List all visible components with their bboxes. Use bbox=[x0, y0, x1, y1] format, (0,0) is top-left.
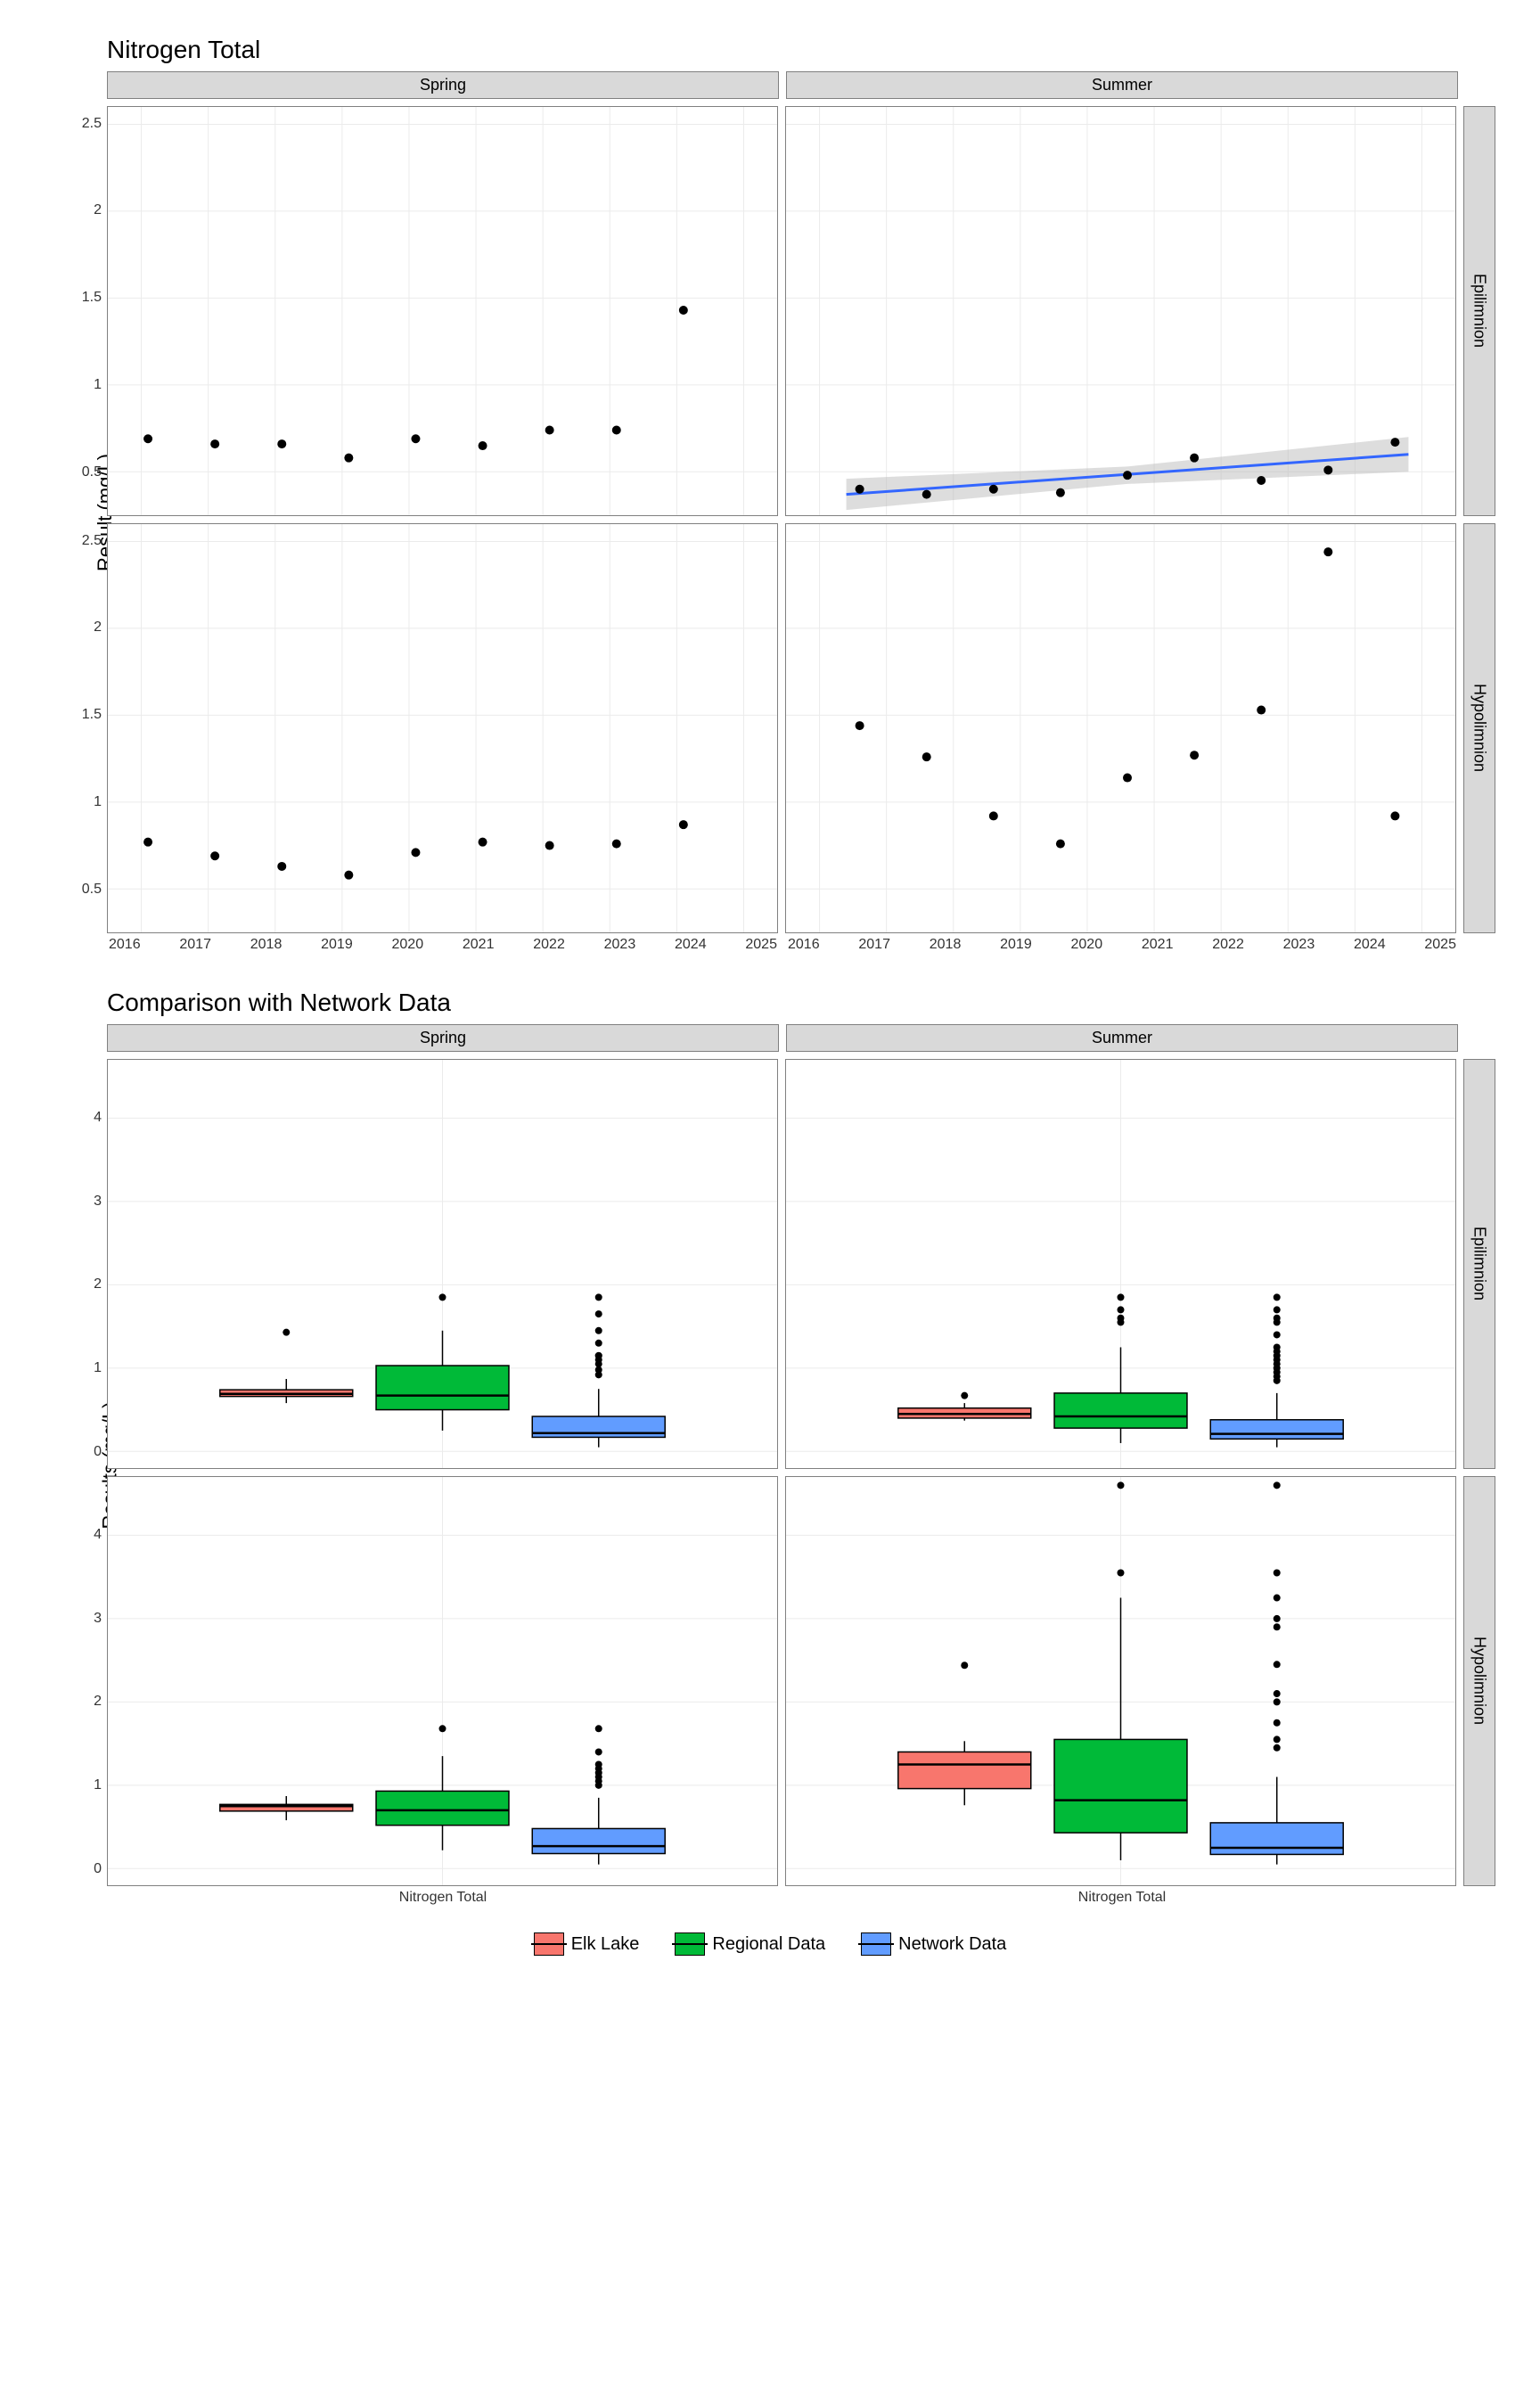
legend-regional: Regional Data bbox=[675, 1932, 825, 1956]
chart1-title: Nitrogen Total bbox=[107, 36, 1504, 64]
chart1-panel-spring-hypo bbox=[107, 523, 778, 933]
chart2-row-strip-epi: Epilimnion bbox=[1463, 1059, 1495, 1469]
chart2-title: Comparison with Network Data bbox=[107, 989, 1504, 1017]
chart1-panel-summer-epi bbox=[785, 106, 1456, 516]
chart2-panel-spring-epi bbox=[107, 1059, 778, 1469]
chart2-panel-spring-hypo bbox=[107, 1476, 778, 1886]
legend: Elk Lake Regional Data Network Data bbox=[36, 1932, 1504, 1956]
chart1-panel-spring-epi bbox=[107, 106, 778, 516]
chart1-row-strip-hypo: Hypolimnion bbox=[1463, 523, 1495, 933]
comparison-chart: Comparison with Network Data Results (mg… bbox=[36, 989, 1504, 1956]
chart1-col-strip-summer: Summer bbox=[786, 71, 1458, 99]
chart2-xcat1: Nitrogen Total bbox=[107, 1890, 779, 1906]
chart1-row-strip-epi: Epilimnion bbox=[1463, 106, 1495, 516]
chart2-col-strip-spring: Spring bbox=[107, 1024, 779, 1052]
legend-elk: Elk Lake bbox=[534, 1932, 640, 1956]
chart2-col-strip-summer: Summer bbox=[786, 1024, 1458, 1052]
chart1-col-strip-spring: Spring bbox=[107, 71, 779, 99]
chart1-panel-summer-hypo bbox=[785, 523, 1456, 933]
nitrogen-total-chart: Nitrogen Total Result (mg/L) Spring Summ… bbox=[36, 36, 1504, 953]
chart2-panel-summer-hypo bbox=[785, 1476, 1456, 1886]
chart2-row-strip-hypo: Hypolimnion bbox=[1463, 1476, 1495, 1886]
chart2-panel-summer-epi bbox=[785, 1059, 1456, 1469]
legend-network: Network Data bbox=[861, 1932, 1006, 1956]
chart2-xcat2: Nitrogen Total bbox=[786, 1890, 1458, 1906]
